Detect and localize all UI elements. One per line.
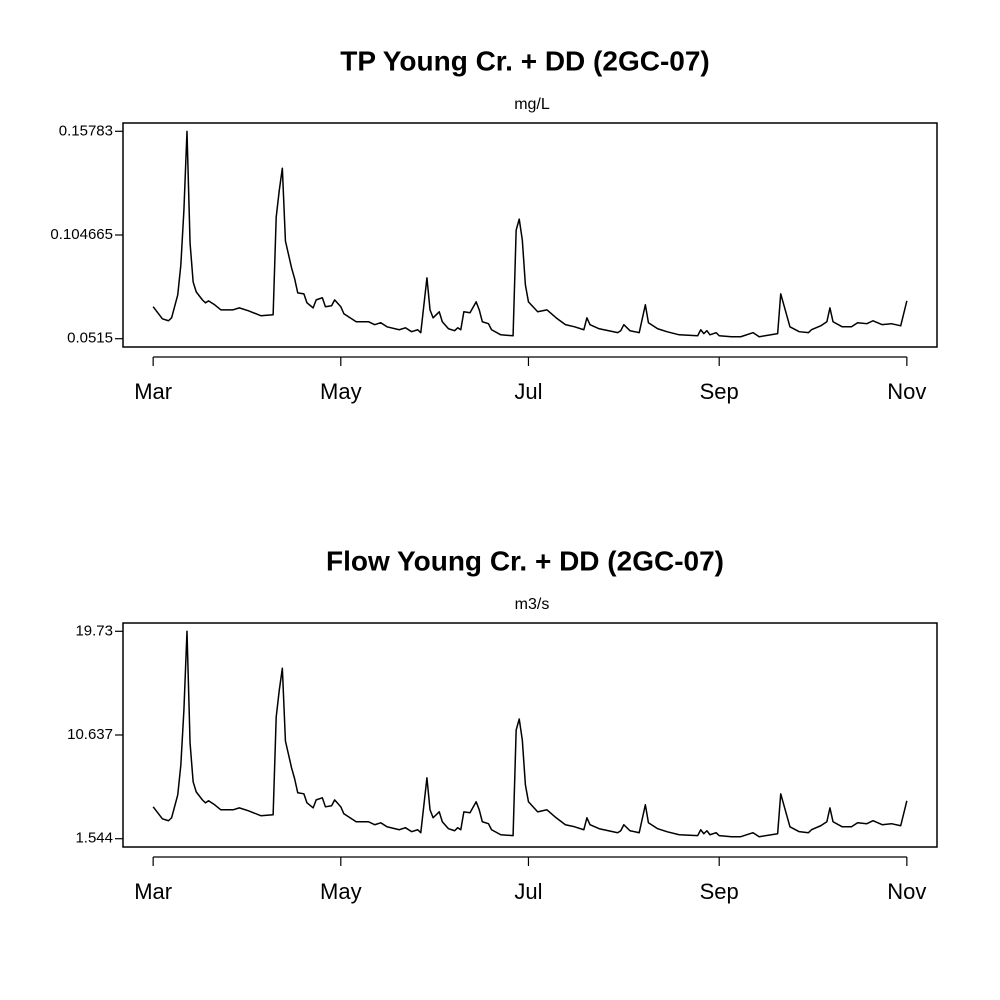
y-tick-label: 0.15783 [59,122,113,139]
x-tick-label: May [320,379,362,404]
x-tick-label: Nov [887,379,926,404]
x-tick-label: Sep [700,379,739,404]
chart-subtitle: mg/L [514,96,550,113]
plot-frame [122,622,938,848]
chart-title: Flow Young Cr. + DD (2GC-07) [326,545,724,576]
y-tick-label: 1.544 [75,830,113,847]
chart-subtitle: m3/s [515,596,550,613]
chart: TP Young Cr. + DD (2GC-07) mg/L 0.0515 0.10… [50,45,938,404]
y-tick-label: 10.637 [67,726,113,743]
x-tick-label: Nov [887,879,926,904]
plot-frame [122,122,938,348]
data-line [152,130,908,338]
chart: Flow Young Cr. + DD (2GC-07) m3/s 1.544 10.… [67,545,938,904]
x-tick-label: Mar [134,379,172,404]
y-tick-label: 19.73 [75,622,113,639]
chart-title: TP Young Cr. + DD (2GC-07) [340,45,710,76]
x-tick-label: Sep [700,879,739,904]
y-tick-label: 0.104665 [50,226,113,243]
x-tick-label: May [320,879,362,904]
x-tick-label: Jul [514,879,542,904]
x-tick-label: Mar [134,879,172,904]
data-line [152,630,908,838]
y-tick-label: 0.0515 [67,330,113,347]
x-tick-label: Jul [514,379,542,404]
